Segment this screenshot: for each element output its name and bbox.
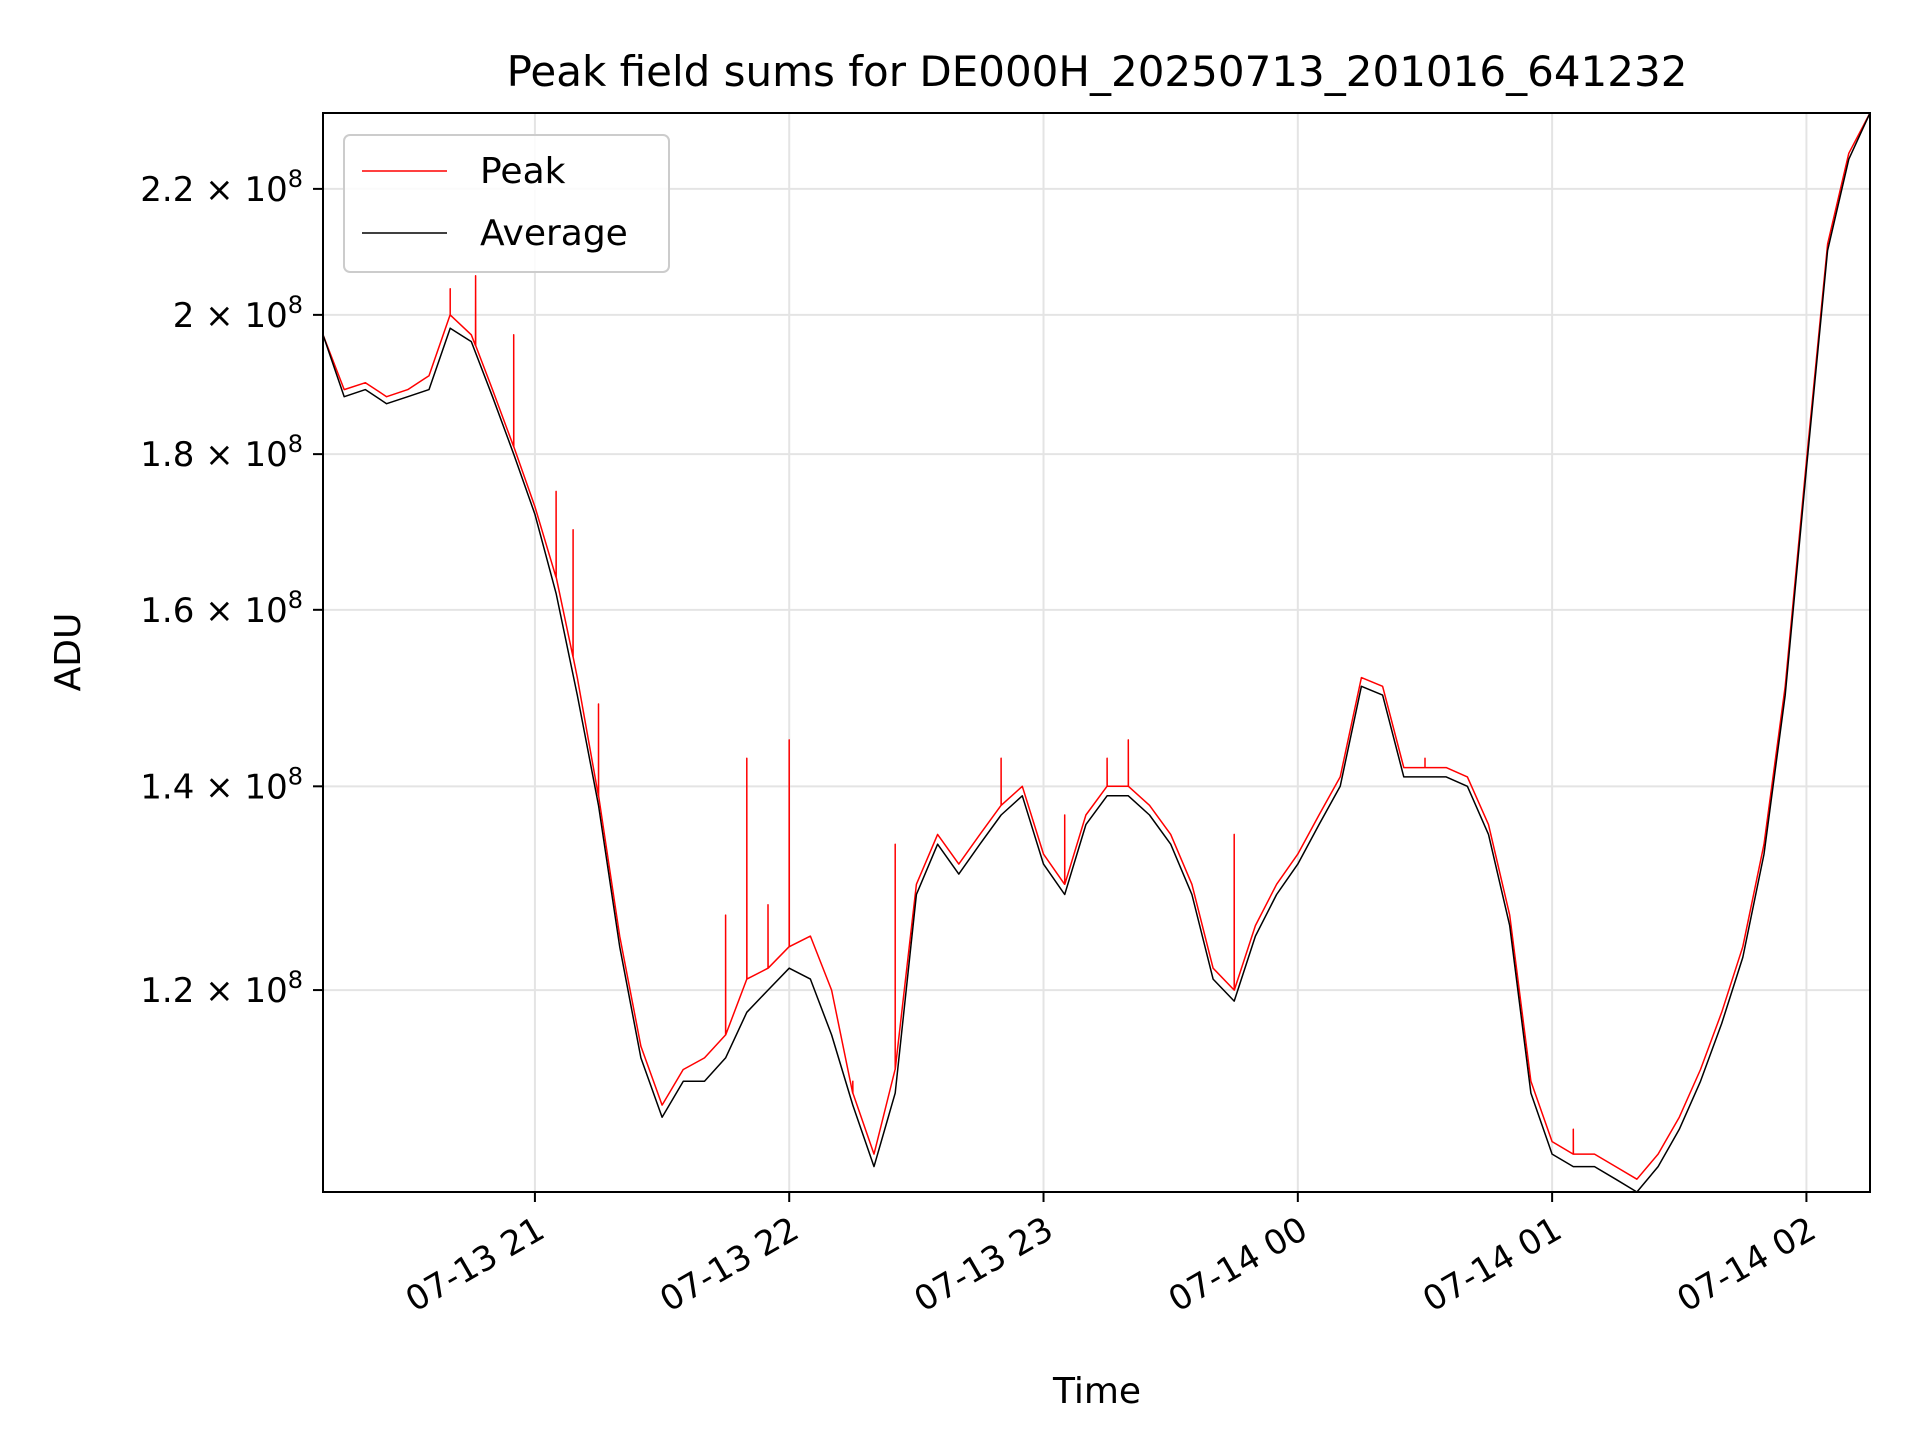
y-tick-exponent: 8: [288, 291, 303, 319]
legend-box: [343, 134, 670, 273]
series-line-average: [322, 112, 1871, 1193]
y-tick-label: 1.8 × 108: [140, 430, 303, 475]
legend-average-label: Average: [480, 213, 628, 254]
y-tick-exponent: 8: [288, 586, 303, 614]
y-axis: 1.2 × 108 1.4 × 108 1.6 × 108 1.8 × 108 2 × …: [140, 165, 323, 1011]
y-axis-label: ADU: [48, 613, 89, 692]
y-tick-exponent: 8: [288, 165, 303, 193]
chart-title: Peak field sums for DE000H_20250713_2010…: [507, 47, 1688, 96]
y-tick-exponent: 8: [288, 966, 303, 994]
legend-peak-label: Peak: [480, 151, 566, 192]
plot-frame: [322, 112, 1871, 1193]
y-tick-label: 2.2 × 108: [140, 165, 303, 210]
x-axis-label: Time: [1052, 1371, 1141, 1412]
legend: Peak Average: [343, 134, 670, 273]
y-tick-label: 2 × 108: [173, 291, 303, 336]
series-layer: [322, 112, 1871, 1193]
y-tick-exponent: 8: [288, 430, 303, 458]
y-tick-label: 1.4 × 108: [140, 762, 303, 807]
y-tick-label: 1.6 × 108: [140, 586, 303, 631]
y-tick-exponent: 8: [288, 762, 303, 790]
series-line-peak: [322, 112, 1871, 1180]
y-tick-label: 1.2 × 108: [140, 966, 303, 1011]
